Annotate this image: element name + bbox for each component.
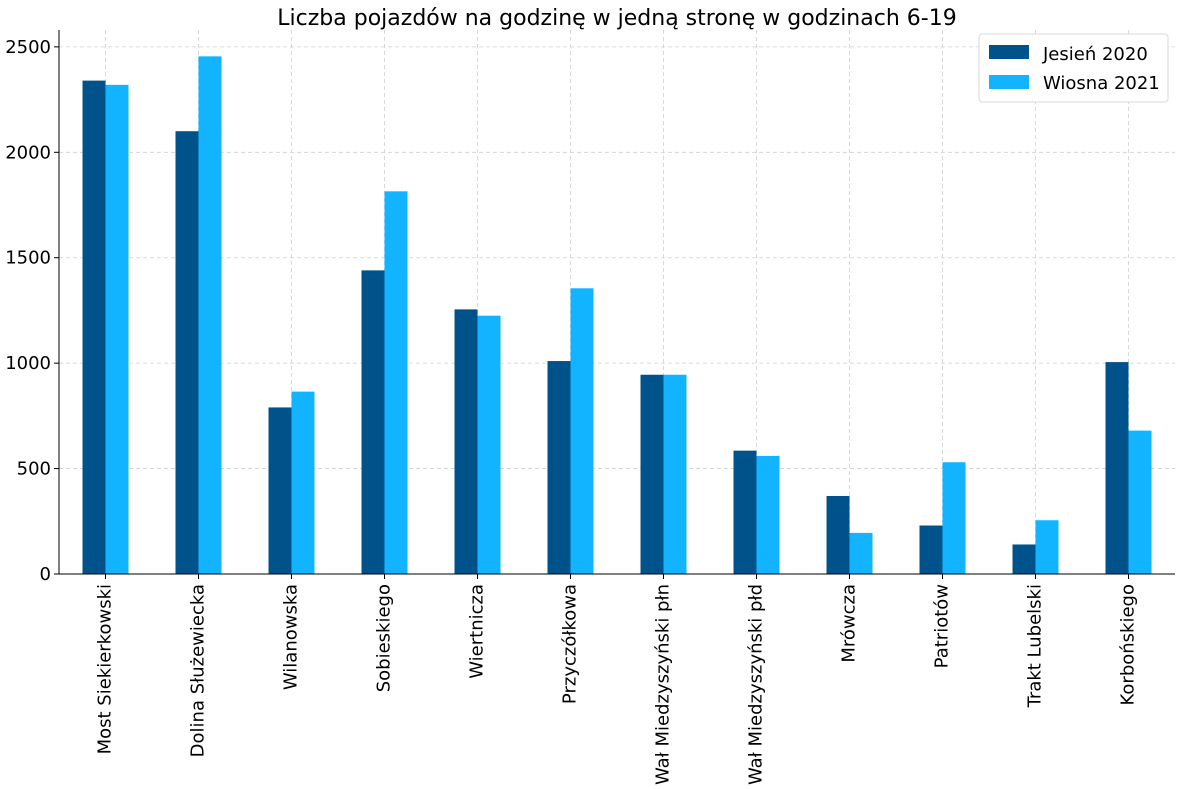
bar-wiosna-2021-dolina-sluzewiecka (198, 56, 222, 575)
bar-jesien-2020-sobieskiego (361, 270, 385, 574)
bar-jesien-2020-wilanowska (268, 407, 292, 574)
x-tick-label-sobieskiego: Sobieskiego (374, 584, 395, 692)
y-tick-label-2000: 2000 (5, 142, 51, 163)
x-tick-label-korbonskiego: Korbońskiego (1118, 584, 1139, 705)
x-tick-label-most-siekierkowski: Most Siekierkowski (95, 584, 116, 754)
bar-jesien-2020-trakt-lubelski (1012, 544, 1036, 574)
x-tick-label-dolina-sluzewiecka: Dolina Służewiecka (188, 584, 209, 757)
bar-wiosna-2021-most-siekierkowski (105, 84, 129, 574)
bar-wiosna-2021-korbonskiego (1128, 430, 1152, 574)
bar-wiosna-2021-przyczolkowa (570, 288, 594, 574)
y-tick-label-1500: 1500 (5, 248, 51, 269)
x-tick-label-patriotow: Patriotów (932, 584, 953, 668)
bar-wiosna-2021-wal-miedzyszynski-pld (756, 455, 780, 574)
y-tick-label-1000: 1000 (5, 353, 51, 374)
legend-swatch-jesien-2020 (989, 45, 1029, 59)
bar-wiosna-2021-patriotow (942, 462, 966, 574)
bar-wiosna-2021-mrowcza (849, 532, 873, 574)
x-tick-labels: Most Siekierkowski Dolina Służewiecka Wila… (95, 574, 1139, 785)
y-tick-label-0: 0 (40, 564, 51, 585)
bar-jesien-2020-wiertnicza (454, 309, 478, 574)
x-tick-label-wal-miedzyszynski-pln: Wał Miedzyszyński płn (653, 584, 674, 785)
bars (82, 56, 1152, 575)
x-tick-label-trakt-lubelski: Trakt Lubelski (1025, 584, 1046, 708)
x-tick-label-wiertnicza: Wiertnicza (467, 584, 488, 679)
x-tick-label-wilanowska: Wilanowska (281, 584, 302, 690)
bar-wiosna-2021-trakt-lubelski (1035, 520, 1059, 574)
bar-jesien-2020-patriotow (919, 525, 943, 574)
bar-jesien-2020-dolina-sluzewiecka (175, 131, 199, 575)
bar-jesien-2020-wal-miedzyszynski-pld (733, 450, 757, 574)
y-tick-label-2500: 2500 (5, 37, 51, 58)
axes (58, 30, 1175, 575)
grid-lines (59, 30, 1175, 574)
x-tick-label-wal-miedzyszynski-pld: Wał Miedzyszyński płd (746, 584, 767, 785)
bar-jesien-2020-mrowcza (826, 495, 850, 574)
bar-wiosna-2021-wal-miedzyszynski-pln (663, 374, 687, 574)
y-tick-labels: 0 500 1000 1500 2000 2500 (5, 37, 59, 585)
bar-wiosna-2021-wilanowska (291, 391, 315, 574)
y-tick-label-500: 500 (17, 459, 51, 480)
bar-wiosna-2021-sobieskiego (384, 191, 408, 575)
bar-wiosna-2021-wiertnicza (477, 315, 501, 574)
legend-label-wiosna-2021: Wiosna 2021 (1043, 73, 1160, 94)
legend-swatch-wiosna-2021 (989, 75, 1029, 89)
legend-label-jesien-2020: Jesień 2020 (1042, 44, 1148, 65)
legend: Jesień 2020 Wiosna 2021 (978, 33, 1169, 103)
x-tick-label-przyczolkowa: Przyczółkowa (560, 584, 581, 704)
bar-jesien-2020-korbonskiego (1105, 362, 1129, 574)
chart-title: Liczba pojazdów na godzinę w jedną stron… (277, 6, 956, 31)
x-tick-label-mrowcza: Mrówcza (839, 584, 860, 663)
bar-jesien-2020-wal-miedzyszynski-pln (640, 374, 664, 574)
bar-jesien-2020-most-siekierkowski (82, 80, 106, 575)
bar-jesien-2020-przyczolkowa (547, 361, 571, 574)
